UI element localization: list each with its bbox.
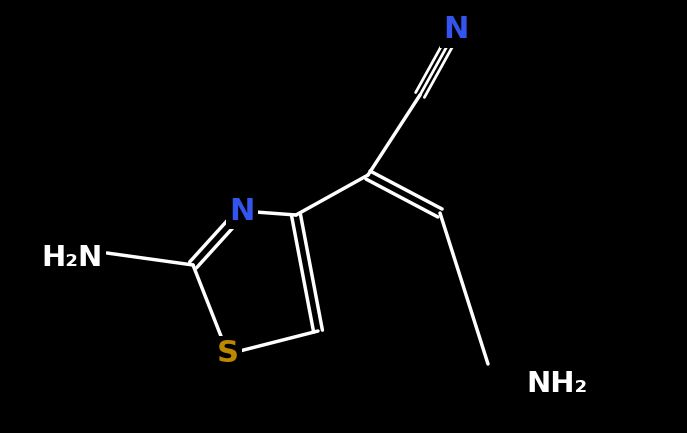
Text: NH₂: NH₂ xyxy=(526,370,587,398)
Text: H₂N: H₂N xyxy=(41,244,102,272)
Text: N: N xyxy=(229,197,255,226)
Text: N: N xyxy=(443,16,469,45)
Text: S: S xyxy=(217,339,239,368)
